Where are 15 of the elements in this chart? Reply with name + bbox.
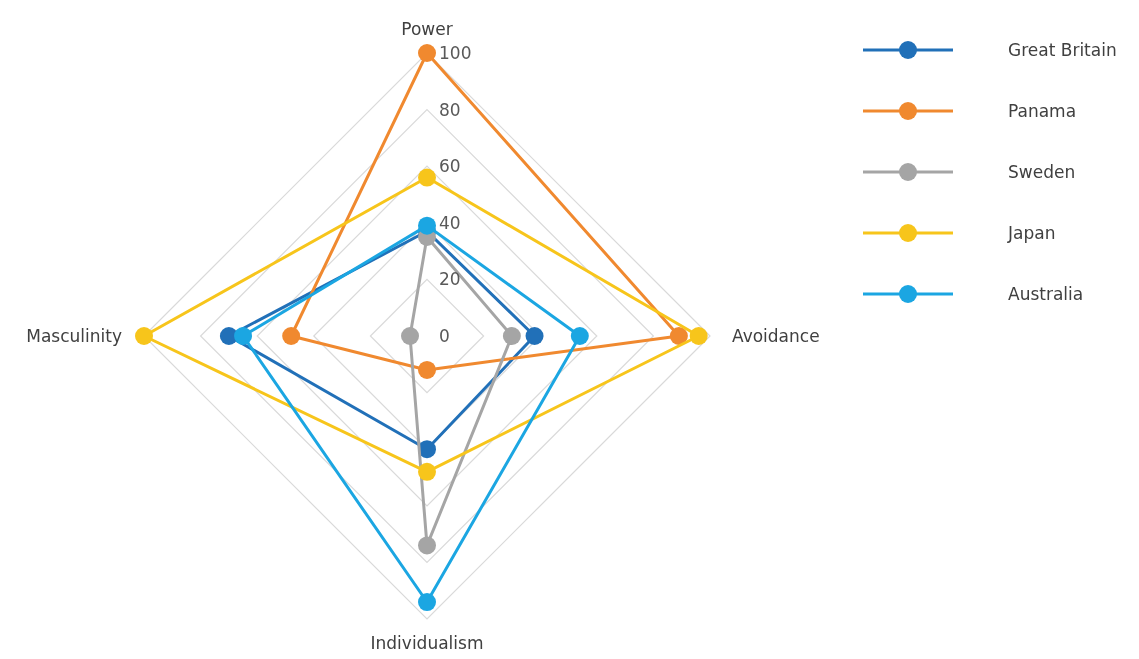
spoke-label: Individualism xyxy=(370,632,484,653)
y-tick-label: 80 xyxy=(439,99,461,120)
y-tick-label: 0 xyxy=(439,325,450,346)
text: Japan xyxy=(1007,222,1056,243)
y-tick-label: 100 xyxy=(439,42,472,63)
text: Great Britain xyxy=(1008,39,1117,60)
y-tick-label: 40 xyxy=(439,212,461,233)
y-tick-label: 20 xyxy=(439,269,461,290)
text: Australia xyxy=(1008,283,1084,304)
text: Panama xyxy=(1008,100,1077,121)
spoke-label: Avoidance xyxy=(732,325,820,346)
spoke-label: Power xyxy=(401,18,453,39)
text: Sweden xyxy=(1008,161,1076,182)
spoke-label: Masculinity xyxy=(26,325,122,346)
y-tick-label: 60 xyxy=(439,156,461,177)
